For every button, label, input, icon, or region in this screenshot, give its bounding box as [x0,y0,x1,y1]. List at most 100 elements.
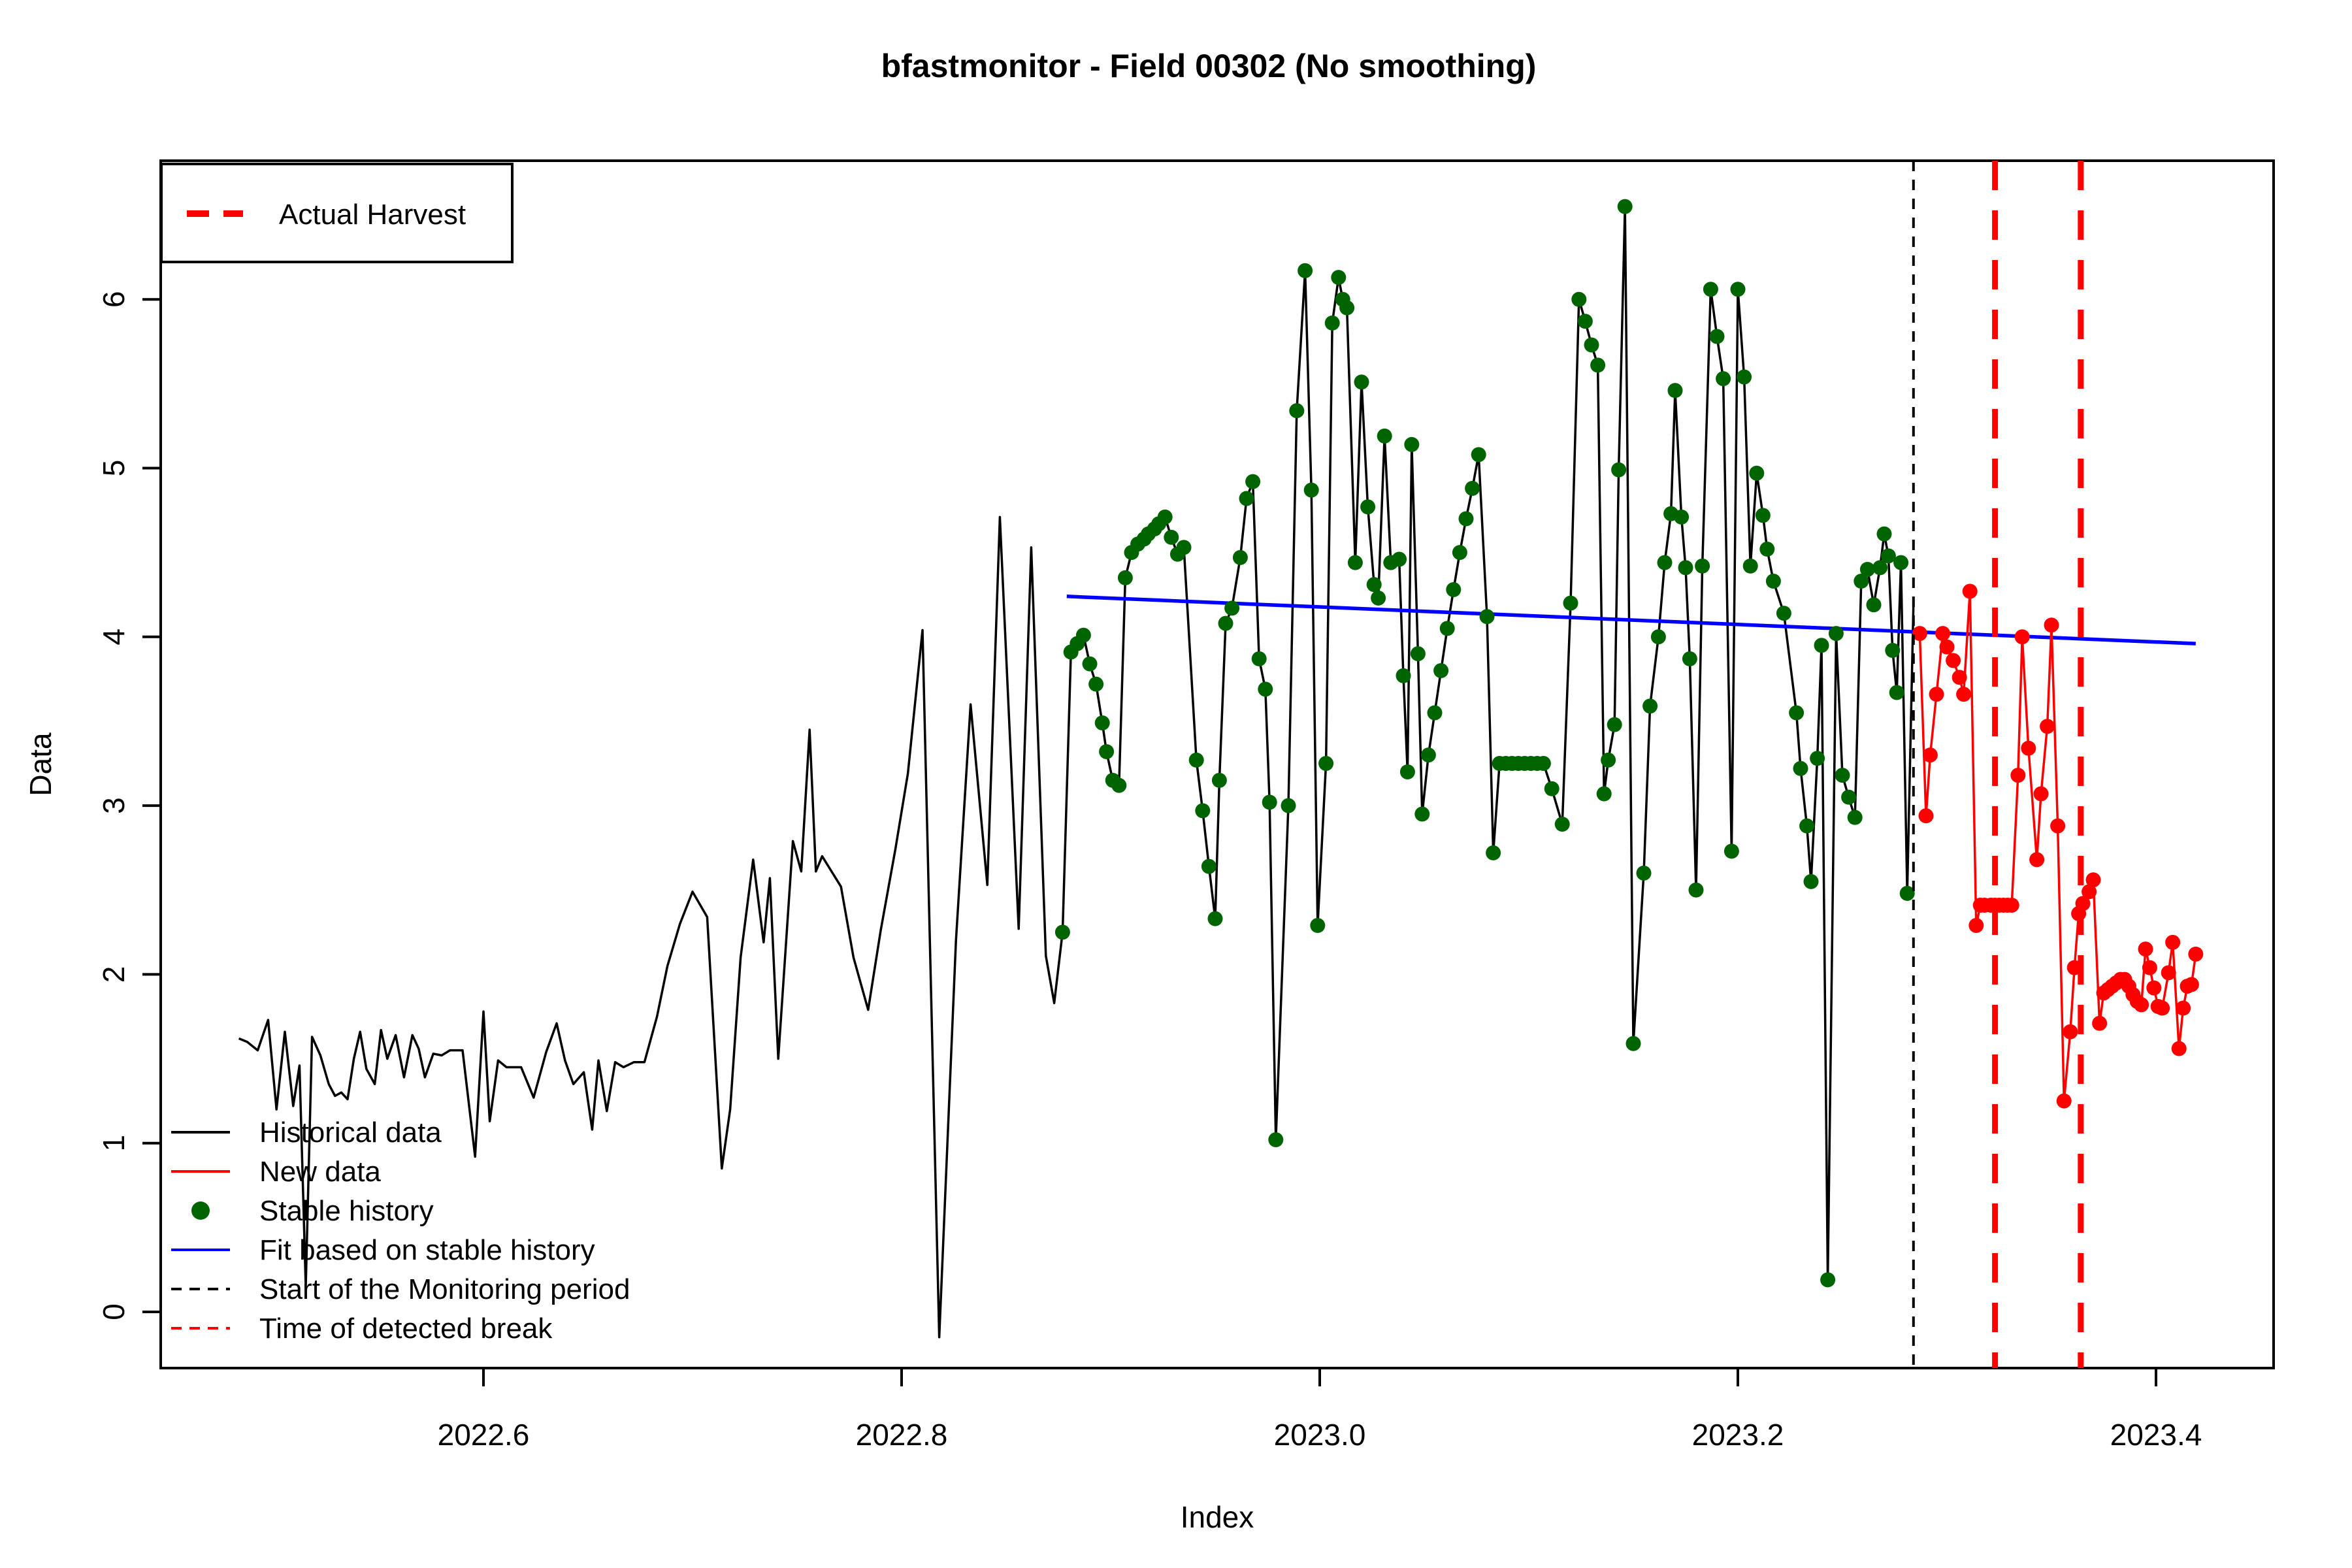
y-tick-label: 6 [97,291,131,308]
new-data-point [1946,653,1961,668]
stable-history-point [1082,656,1098,672]
stable-history-point [1239,491,1254,506]
start-of-the-monitoring-period-label: Start of the Monitoring period [259,1273,630,1305]
stable-history-point [1366,577,1382,593]
stable-history-point [1755,508,1771,523]
new-data-point [2165,934,2181,950]
stable-history-point [1730,282,1746,297]
stable-history-point [1765,574,1781,589]
y-tick-label: 1 [97,1135,131,1152]
chart-title: bfastmonitor - Field 00302 (No smoothing… [881,48,1537,84]
stable-history-point [1218,615,1233,631]
stable-history-point [1289,403,1305,419]
stable-history-point [1859,561,1875,577]
x-tick-label: 2023.4 [2110,1418,2202,1452]
stable-history-point [1157,509,1173,525]
stable-history-point [1310,917,1326,933]
new-data-point [2188,946,2204,962]
stable-history-point [1479,609,1495,625]
stable-history-label: Stable history [259,1195,434,1227]
stable-history-point [1872,560,1888,576]
stable-history-point [1303,482,1319,498]
stable-history-point [1854,574,1869,589]
new-data-point [2155,1000,2170,1016]
stable-history-point [1195,803,1211,819]
stable-history-point [1099,743,1115,759]
stable-history-point [1703,282,1718,297]
event-vlines [1912,161,2084,1368]
stable-history-point [1268,1132,1284,1148]
new-data-point [2092,1015,2108,1031]
stable-history-point [1258,681,1273,697]
historical-data-line [238,205,1915,1339]
stable-history-point [1211,772,1227,788]
x-tick-label: 2023.0 [1274,1418,1366,1452]
stable-history-point [1636,865,1652,881]
stable-history-point [1399,764,1415,779]
stable-history-point [1433,662,1449,678]
stable-history-point [1111,777,1127,793]
axis-ticks: 2022.6 2022.8 2023.0 2023.2 2023.4 0 1 2 3 4 5 6 [97,291,2202,1452]
stable-history-point [1354,374,1369,390]
stable-history-point [1471,447,1486,463]
legend-actual-harvest: Actual Harvest [160,163,514,263]
new-data-point [1939,639,1955,655]
fit-based-on-stable-history-label: Fit based on stable history [259,1234,595,1266]
stable-history-point [1596,786,1612,802]
new-data-point [2014,629,2030,645]
y-tick-label: 5 [97,460,131,477]
stable-history-point [1657,555,1673,570]
stable-history-point [1392,551,1407,567]
stable-history-point [1678,560,1693,576]
stable-history-point [1224,600,1240,616]
y-axis-label: Data [24,732,57,796]
new-data-point [2021,740,2036,756]
new-data-point [2063,1024,2078,1039]
stable-history-point [1835,768,1850,783]
stable-history-point [1577,314,1593,329]
stable-history-point [1331,270,1347,286]
new-data-point [2004,897,2019,913]
new-data-point [2142,960,2157,975]
stable-history-point [1742,558,1758,574]
stable-history-point [1776,606,1791,621]
stable-history-point [1420,747,1436,763]
stable-history-point [1360,499,1376,515]
plot-border [159,159,2275,1369]
stable-history-point [1803,874,1819,889]
new-data-point [1929,687,1944,702]
stable-history-point [1828,626,1844,642]
stable-history-swatch-dot [191,1201,210,1220]
fit-line [1066,595,2196,645]
stable-history-point [1737,369,1752,385]
stable-history-point [1571,291,1587,307]
stable-history-point [1688,882,1704,898]
stable-history-point [1458,511,1474,527]
new-data-point [2029,852,2045,868]
x-tick-label: 2022.6 [438,1418,530,1452]
new-data-point [1922,747,1938,763]
stable-history-point [1414,806,1430,822]
legend-actual-harvest-label: Actual Harvest [279,199,466,231]
stable-history-point [1590,357,1606,373]
stable-history-point [1885,642,1901,658]
stable-history-point [1544,781,1560,796]
new-data-line [1918,590,2197,1102]
stable-history-point [1611,462,1627,478]
stable-history-point [1377,428,1392,444]
stable-history-point [1410,646,1426,662]
x-tick-label: 2023.2 [1692,1418,1784,1452]
new-data-point [2082,884,2097,900]
new-data-label: New data [259,1156,381,1188]
stable-history-point [1554,817,1570,832]
stable-history-point [1446,581,1462,597]
legend-series: Historical data New data Stable history Fit… [171,1117,630,1345]
stable-history-point [1396,668,1411,683]
new-data-point [1968,917,1984,933]
stable-history-point [1088,676,1104,692]
new-data-point [1918,808,1934,824]
new-data-point [2134,997,2149,1013]
new-data-point [2176,1000,2191,1016]
